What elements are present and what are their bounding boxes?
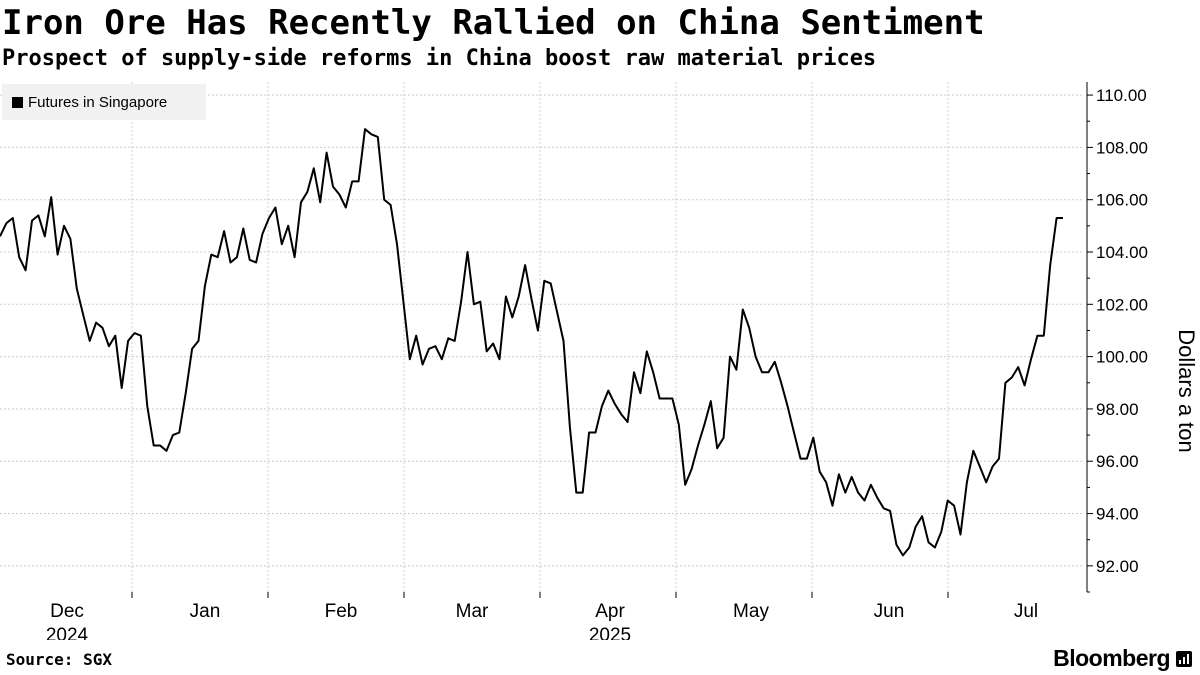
x-tick-label: Apr [595, 601, 625, 622]
chart-subtitle: Prospect of supply-side reforms in China… [2, 46, 877, 71]
x-tick-label: Jan [190, 601, 221, 622]
legend-label: Futures in Singapore [28, 93, 168, 111]
y-tick-label: 98.00 [1096, 400, 1139, 419]
line-chart: 92.00 94.00 96.00 98.00 100.00 102.00 104.00 10… [0, 82, 1199, 640]
bar-chart-icon [1176, 650, 1192, 667]
y-tick-label: 94.00 [1096, 505, 1139, 524]
y-axis: 92.00 94.00 96.00 98.00 100.00 102.00 104.00 10… [1086, 82, 1148, 593]
gridlines [0, 82, 1082, 592]
series-futures-in-singapore [0, 128, 1063, 557]
series-line-futures-in-singapore [0, 128, 1063, 557]
source-note: Source: SGX [6, 650, 112, 669]
x-year-label: 2024 [46, 625, 89, 640]
y-tick-label: 110.00 [1096, 86, 1147, 105]
x-axis: Dec Jan Feb Mar Apr May Jun Jul 2024 2025 [46, 592, 1038, 640]
y-tick-label: 96.00 [1096, 452, 1139, 471]
x-year-label: 2025 [589, 625, 631, 640]
y-tick-label: 102.00 [1096, 295, 1148, 314]
y-tick-label: 100.00 [1096, 348, 1148, 367]
y-tick-label: 108.00 [1096, 138, 1148, 157]
x-tick-label: Mar [456, 601, 489, 622]
legend: Futures in Singapore [2, 84, 206, 120]
brand-name: Bloomberg [1053, 645, 1170, 671]
chart-title: Iron Ore Has Recently Rallied on China S… [2, 3, 985, 43]
y-tick-label: 92.00 [1096, 557, 1139, 576]
legend-swatch [12, 96, 23, 108]
x-tick-label: Jul [1014, 601, 1038, 622]
x-tick-label: Feb [325, 601, 358, 622]
x-tick-label: Dec [50, 601, 84, 622]
x-tick-label: May [733, 601, 769, 622]
bloomberg-logo: Bloomberg [1053, 645, 1192, 672]
y-axis-label: Dollars a ton [1174, 329, 1199, 453]
x-tick-label: Jun [874, 601, 905, 622]
y-tick-label: 106.00 [1096, 191, 1148, 210]
y-tick-label: 104.00 [1096, 243, 1148, 262]
